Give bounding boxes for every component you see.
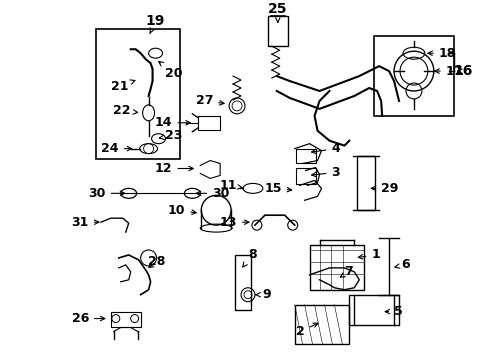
Text: 25: 25 (267, 3, 287, 22)
Bar (373, 36, 453, 116)
Text: 10: 10 (167, 204, 196, 217)
Text: 6: 6 (394, 258, 409, 271)
Text: 12: 12 (155, 162, 193, 175)
Bar (294, 305, 348, 345)
Text: 5: 5 (385, 305, 402, 318)
Text: 28: 28 (148, 255, 165, 269)
Bar (295, 149, 315, 162)
Text: 15: 15 (264, 182, 291, 195)
Bar (111, 312, 141, 327)
Text: 2: 2 (295, 323, 317, 338)
Text: 17: 17 (434, 64, 462, 78)
Text: 8: 8 (242, 248, 256, 267)
Text: 21: 21 (111, 80, 135, 93)
Text: 1: 1 (358, 248, 379, 261)
Text: 30: 30 (88, 187, 124, 200)
Text: 27: 27 (195, 94, 224, 107)
Bar (295, 168, 315, 184)
Text: 18: 18 (427, 47, 455, 60)
Text: 9: 9 (255, 288, 270, 301)
Text: 22: 22 (113, 104, 137, 117)
Text: 31: 31 (71, 216, 99, 229)
Text: 19: 19 (145, 14, 165, 34)
Text: 24: 24 (101, 142, 131, 155)
Text: 23: 23 (159, 129, 183, 142)
Text: 16: 16 (453, 64, 472, 78)
Bar (357, 156, 374, 210)
Text: 11: 11 (219, 179, 242, 192)
Bar (235, 255, 250, 310)
Text: 7: 7 (340, 265, 352, 278)
Text: 14: 14 (155, 116, 190, 129)
Bar (309, 245, 364, 290)
Text: 30: 30 (196, 187, 229, 200)
Text: 26: 26 (71, 312, 104, 325)
Text: 29: 29 (370, 182, 398, 195)
Text: 4: 4 (311, 142, 340, 155)
Text: 20: 20 (159, 62, 183, 80)
Text: 13: 13 (219, 216, 248, 229)
Bar (198, 116, 220, 130)
Text: 3: 3 (311, 166, 339, 179)
Bar (267, 17, 287, 46)
Bar (96, 30, 180, 158)
Bar (348, 295, 398, 324)
